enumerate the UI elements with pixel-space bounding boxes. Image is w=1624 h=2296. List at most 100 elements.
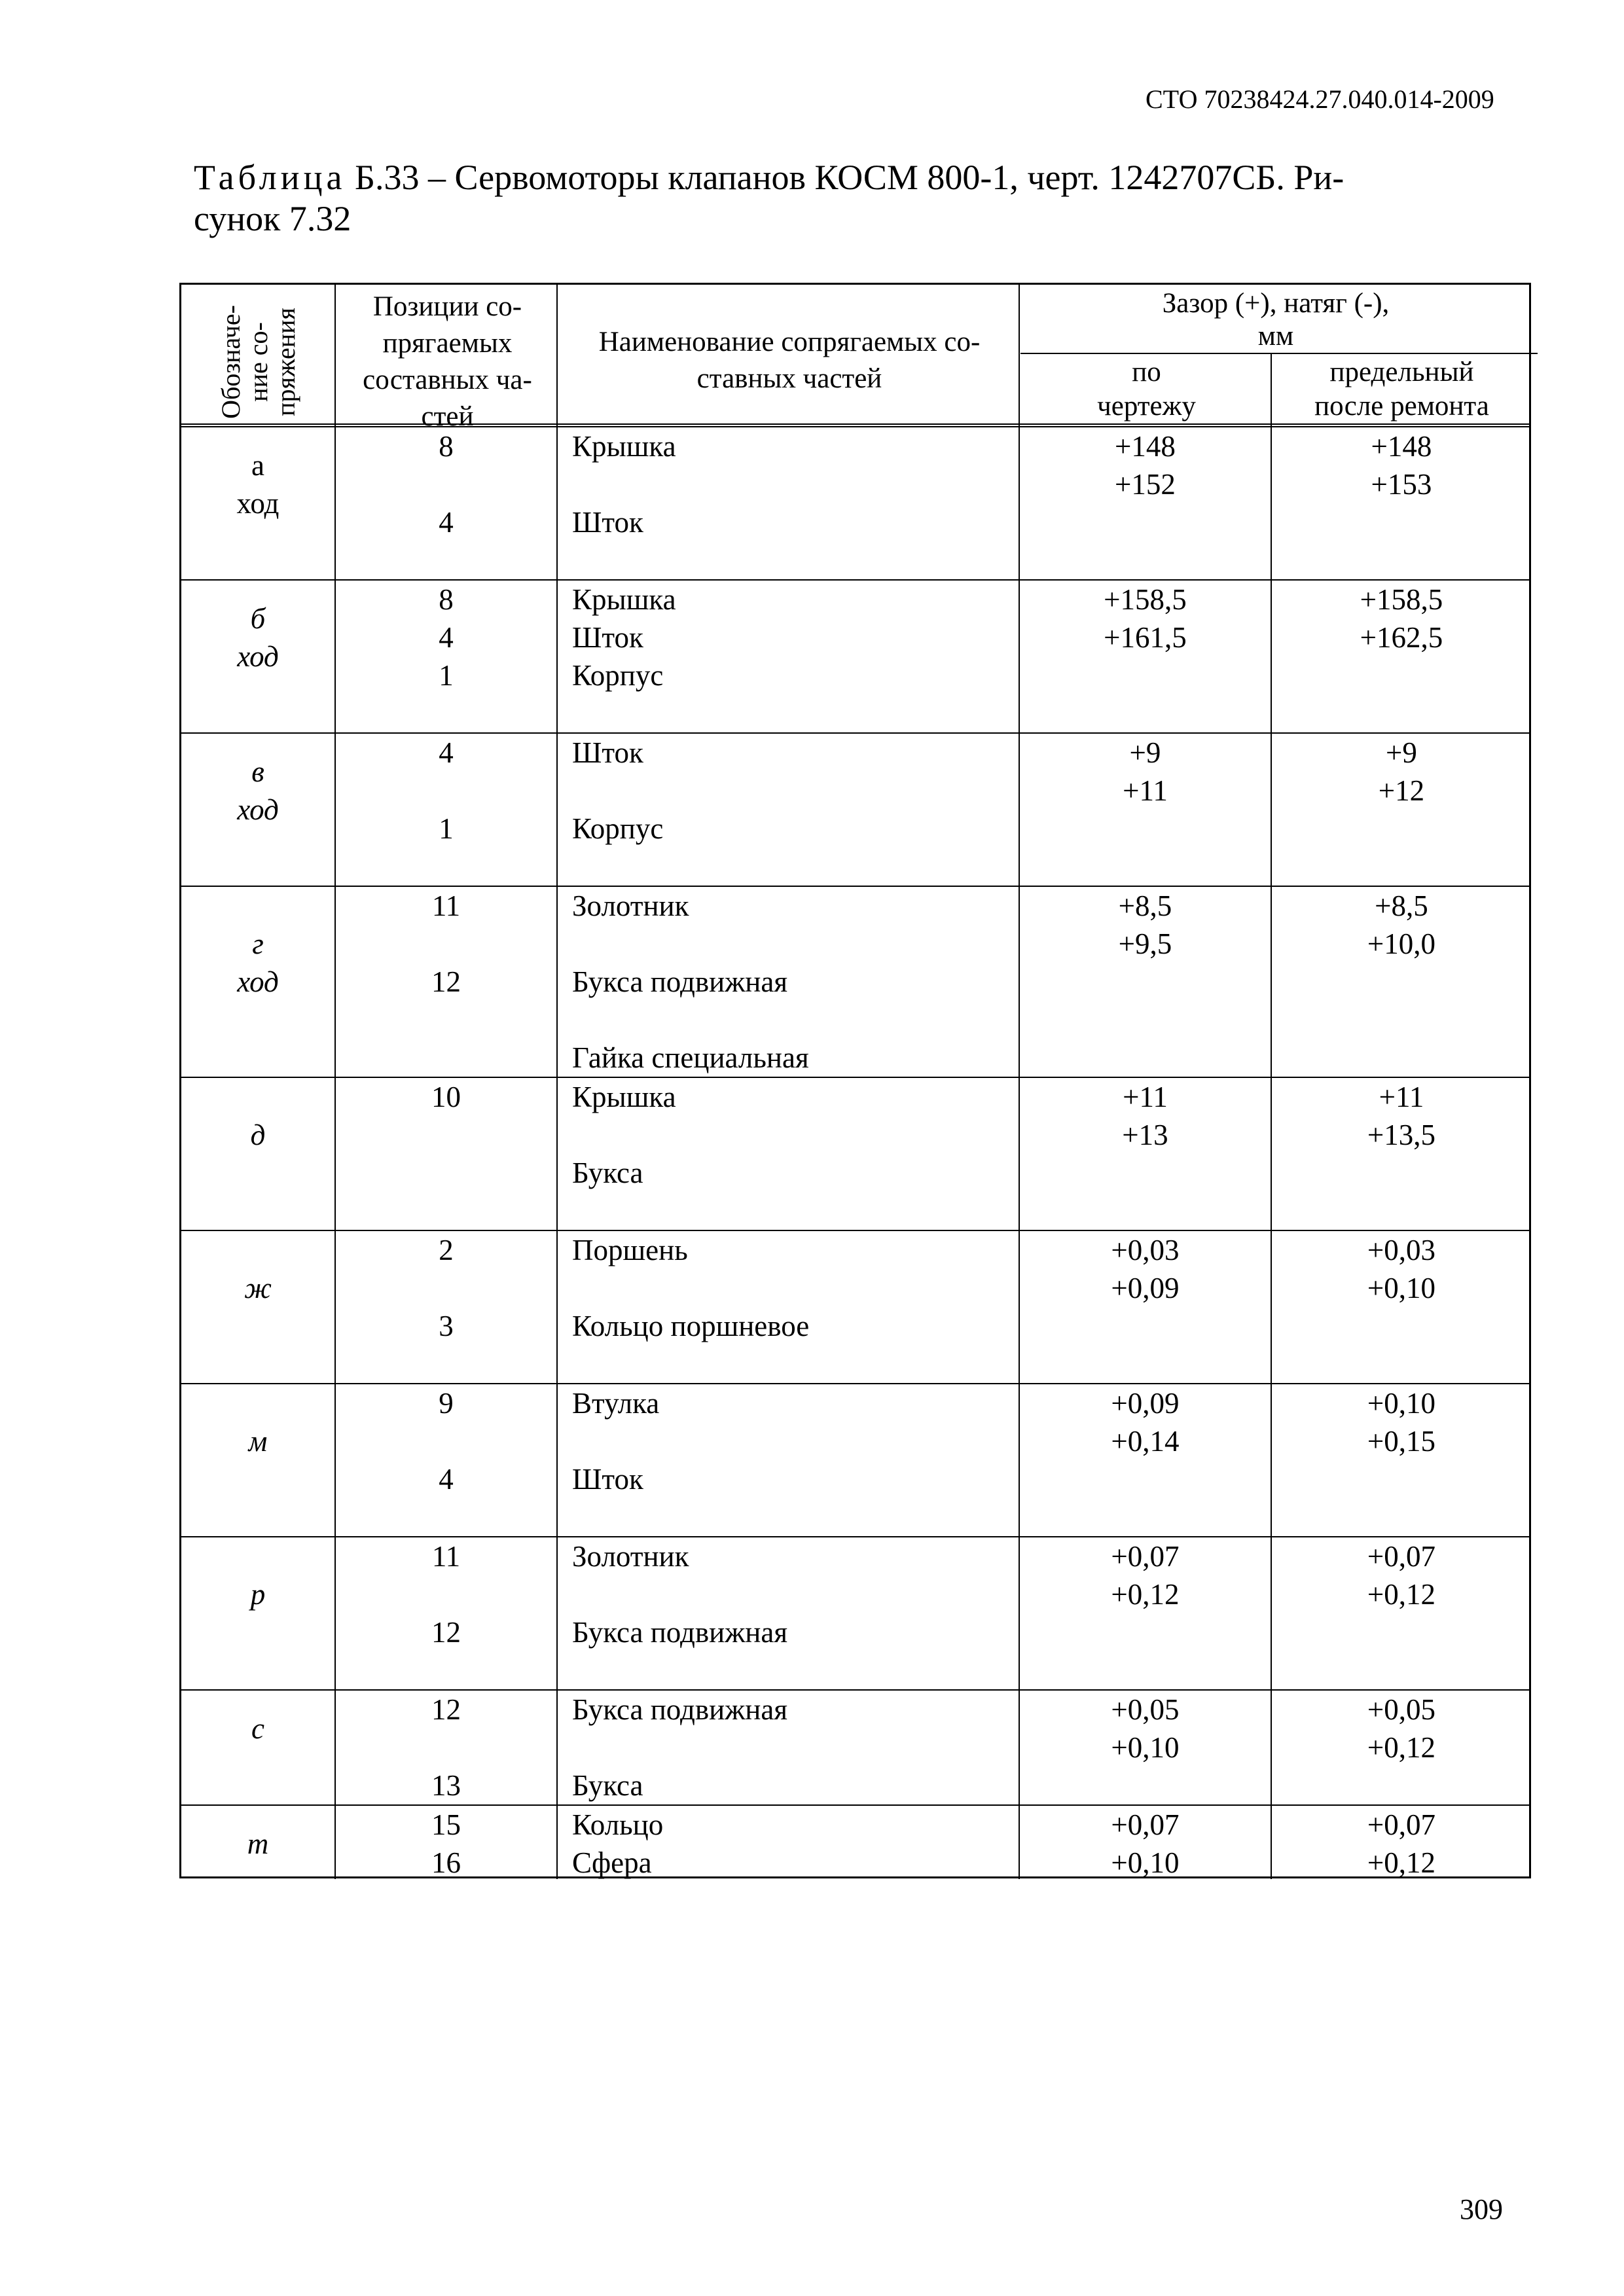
cell-line: +0,07	[1111, 1808, 1180, 1841]
cell-line: 1	[439, 659, 454, 692]
cell-line: +0,05	[1367, 1693, 1436, 1726]
cell-line: ход	[237, 640, 279, 673]
cell-line: +0,15	[1367, 1425, 1436, 1458]
cell-line	[572, 1116, 1019, 1154]
cell-line: Шток	[572, 506, 643, 539]
cell-line: Шток	[572, 1463, 643, 1496]
cell-line	[181, 887, 334, 925]
column-divider	[556, 285, 558, 1879]
cell-line: 8	[439, 583, 454, 616]
cell-line: 8	[439, 430, 454, 463]
cell-draw: +8,5 +9,5	[1020, 887, 1271, 963]
cell-line	[336, 1422, 556, 1460]
cell-line: м	[248, 1425, 268, 1458]
cell-draw: +9 +11	[1020, 734, 1271, 810]
cell-line: Кольцо	[572, 1808, 664, 1841]
cell-line: +10,0	[1367, 927, 1436, 960]
cell-line: Втулка	[572, 1387, 660, 1420]
cell-pos: 9 4	[336, 1384, 556, 1498]
cell-line: +162,5	[1360, 621, 1443, 654]
cell-pos: 8 4 1	[336, 581, 556, 694]
cell-line: 11	[431, 1540, 461, 1573]
cell-pos: 8 4	[336, 427, 556, 541]
cell-label: а ход	[181, 427, 334, 522]
row-divider	[181, 579, 1531, 581]
cell-line: Сфера	[572, 1846, 652, 1879]
cell-line: +0,03	[1367, 1234, 1436, 1266]
cell-label: р	[181, 1537, 334, 1613]
cell-line: Шток	[572, 621, 643, 654]
cell-line: 12	[431, 965, 461, 998]
cell-line: Гайка специальная	[572, 1041, 809, 1074]
cell-line: 12	[431, 1616, 461, 1649]
row-divider	[181, 886, 1531, 887]
cell-line: +148	[1115, 430, 1176, 463]
cell-draw: +0,09 +0,14	[1020, 1384, 1271, 1460]
header-divider	[1020, 353, 1538, 354]
cell-pos: 11 12	[336, 887, 556, 1001]
cell-line: +0,12	[1367, 1846, 1436, 1879]
cell-line	[181, 1537, 334, 1575]
table-title-prefix: Таблица	[194, 158, 346, 197]
cell-label: м	[181, 1384, 334, 1460]
row-divider	[181, 1804, 1531, 1806]
cell-line: +148	[1371, 430, 1432, 463]
cell-line	[572, 1001, 1019, 1039]
cell-draw: +11 +13	[1020, 1078, 1271, 1154]
cell-line: ход	[237, 965, 279, 998]
cell-line: 3	[439, 1310, 454, 1342]
table-title-text: Б.33 – Сервомоторы клапанов КОСМ 800-1, …	[346, 158, 1344, 197]
cell-line: +9,5	[1118, 927, 1172, 960]
header-by-drawing: по чертежу	[1097, 357, 1196, 422]
cell-line: 16	[431, 1846, 461, 1879]
cell-line: +0,03	[1111, 1234, 1180, 1266]
cell-line: Букса	[572, 1157, 643, 1189]
cell-draw: +0,07 +0,10	[1020, 1806, 1271, 1882]
cell-line: Крышка	[572, 583, 676, 616]
cell-line: +0,10	[1111, 1846, 1180, 1879]
cell-line: +0,09	[1111, 1272, 1180, 1304]
cell-line	[572, 1575, 1019, 1613]
row-divider	[181, 1077, 1531, 1078]
cell-line: +13	[1122, 1119, 1168, 1151]
cell-label: б ход	[181, 581, 334, 675]
cell-line: +9	[1129, 736, 1161, 769]
cell-line: Корпус	[572, 659, 664, 692]
cell-line: Кольцо поршневое	[572, 1310, 810, 1342]
header-bottom-rule	[181, 423, 1531, 427]
cell-line: 2	[439, 1234, 454, 1266]
cell-pos: 4 1	[336, 734, 556, 848]
cell-draw: +0,05 +0,10	[1020, 1691, 1271, 1767]
cell-label: г ход	[181, 887, 334, 1001]
cell-line: ход	[236, 487, 280, 520]
cell-pos: 10	[336, 1078, 556, 1116]
cell-limit: +158,5 +162,5	[1272, 581, 1531, 656]
cell-line: с	[251, 1712, 264, 1745]
cell-names: Втулка Шток	[558, 1384, 1019, 1498]
cell-line: 15	[431, 1808, 461, 1841]
cell-line: +11	[1123, 1081, 1168, 1113]
cell-limit: +9 +12	[1272, 734, 1531, 810]
cell-line: +11	[1123, 774, 1168, 807]
row-divider	[181, 732, 1531, 734]
cell-line: 4	[439, 506, 454, 539]
cell-line: д	[250, 1119, 266, 1151]
cell-line: 12	[431, 1693, 461, 1726]
cell-line: Букса	[572, 1769, 643, 1802]
cell-names: Букса подвижная Букса	[558, 1691, 1019, 1804]
cell-line: 10	[431, 1081, 461, 1113]
header-names: Наименование сопрягаемых со-ставных част…	[598, 327, 981, 394]
cell-label: т	[181, 1806, 334, 1863]
cell-names: Поршень Кольцо поршневое	[558, 1231, 1019, 1345]
cell-line	[572, 925, 1019, 963]
cell-line: Букса подвижная	[572, 1616, 788, 1649]
cell-line	[181, 1078, 334, 1116]
cell-names: Шток Корпус	[558, 734, 1019, 848]
document-code: СТО 70238424.27.040.014-2009	[1146, 84, 1494, 114]
cell-line: в	[251, 755, 264, 788]
cell-line: +0,14	[1111, 1425, 1180, 1458]
cell-line: Букса подвижная	[572, 965, 788, 998]
page-number: 309	[1460, 2193, 1503, 2225]
cell-names: Крышка Шток	[558, 427, 1019, 541]
cell-line: ж	[244, 1272, 272, 1304]
